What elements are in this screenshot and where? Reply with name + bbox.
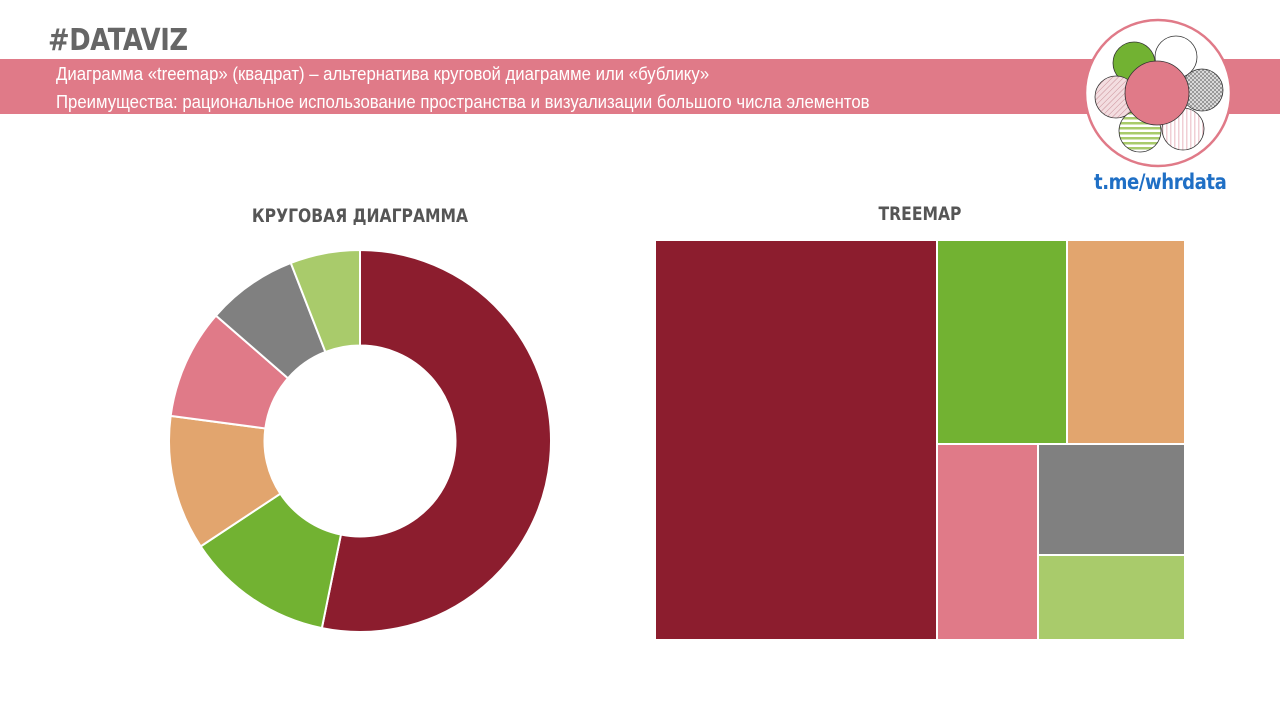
header-band [0, 59, 1280, 114]
treemap-chart [655, 240, 1185, 640]
treemap-cell-a [655, 240, 937, 640]
telegram-channel-link[interactable]: t.me/whrdata [1094, 170, 1227, 194]
donut-chart-title: КРУГОВАЯ ДИАГРАММА [251, 205, 469, 227]
treemap-cell-e [1037, 444, 1185, 556]
donut-slice-a [320, 248, 552, 633]
donut-slice-f [289, 248, 361, 354]
treemap-cell-d [936, 444, 1038, 640]
donut-chart [168, 248, 552, 633]
header-subtitle-line-2: Преимущества: рациональное использование… [56, 92, 870, 112]
treemap-cell-c [1066, 240, 1185, 445]
treemap-cell-f [1037, 555, 1185, 640]
header-subtitle-line-1: Диаграмма «treemap» (квадрат) – альтерна… [56, 64, 710, 84]
treemap-chart-title: TREEMAP [878, 203, 962, 225]
brand-hashtag: #DATAVIZ [48, 23, 188, 58]
flower-circles-logo-icon [1083, 18, 1233, 168]
treemap-cell-b [936, 240, 1067, 445]
